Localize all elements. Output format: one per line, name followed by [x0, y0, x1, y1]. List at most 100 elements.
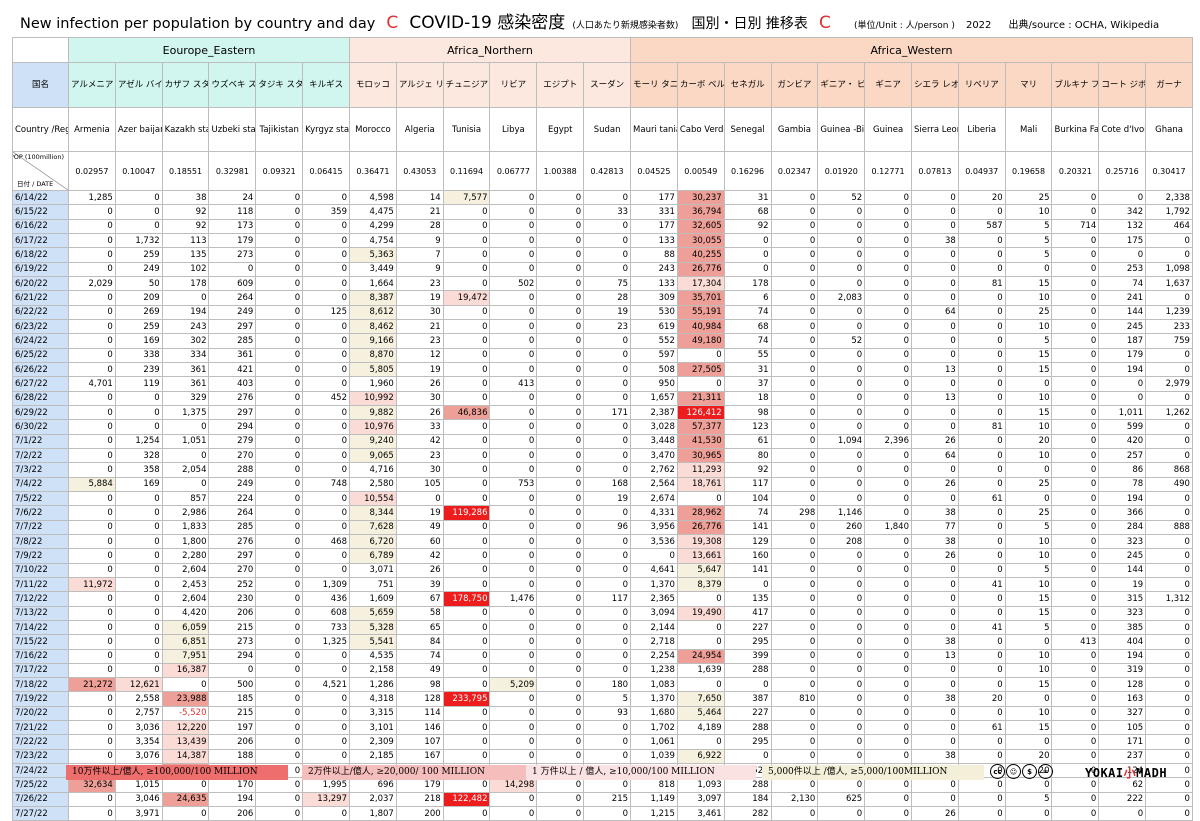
data-cell: 0: [255, 376, 304, 392]
data-cell: 0: [68, 591, 116, 607]
data-cell: 1,840: [864, 519, 912, 535]
title-c-mark-2: C: [819, 13, 831, 32]
data-cell: 0: [864, 562, 912, 578]
data-cell: 0: [536, 247, 585, 263]
data-cell: 0: [864, 548, 912, 564]
country-population: 0.01920: [817, 151, 866, 191]
date-cell: 6/18/22: [12, 247, 69, 263]
data-cell: 180: [583, 677, 632, 693]
data-cell: 0: [442, 634, 491, 650]
data-cell: 0: [770, 261, 819, 277]
data-cell: 0: [489, 691, 538, 707]
data-cell: 0: [442, 261, 491, 277]
country-jp-name: タジキ スタン: [255, 62, 304, 108]
corner-en-label: Country /Region: [12, 107, 69, 152]
date-cell: 7/24/22: [12, 763, 69, 779]
data-cell: 146: [395, 720, 444, 736]
data-cell: 328: [114, 447, 163, 464]
pop-label: 人口 (億人) POP (100million): [13, 153, 65, 161]
data-cell: 0: [911, 777, 959, 793]
data-cell: 5: [583, 691, 632, 707]
data-cell: 0: [114, 189, 163, 206]
data-cell: 0: [864, 605, 912, 621]
date-cell: 7/14/22: [12, 619, 69, 636]
data-cell: 75: [583, 275, 632, 292]
data-cell: 0: [957, 505, 1006, 521]
data-cell: 0: [957, 333, 1006, 349]
data-cell: 0: [302, 462, 350, 478]
data-cell: 58: [395, 605, 444, 621]
country-en-name: Ghana: [1145, 107, 1193, 152]
data-cell: 273: [208, 634, 257, 650]
data-cell: 144: [1098, 562, 1147, 578]
data-cell: 0: [817, 662, 866, 679]
data-cell: 0: [302, 333, 350, 349]
date-cell: 7/16/22: [12, 648, 69, 664]
data-cell: 0: [817, 605, 866, 621]
data-cell: 24,635: [161, 791, 210, 808]
data-cell: 0: [1145, 548, 1193, 564]
data-cell: 0: [770, 533, 819, 550]
country-population: 0.06415: [302, 151, 350, 191]
data-cell: 0: [583, 548, 632, 564]
data-cell: 24: [208, 189, 257, 206]
data-cell: 215: [583, 791, 632, 808]
data-cell: 10: [1004, 318, 1053, 335]
data-cell: 253: [1098, 261, 1147, 277]
data-cell: 0: [255, 533, 304, 550]
data-cell: 25: [1004, 476, 1053, 492]
data-cell: 1,015: [114, 777, 163, 793]
data-cell: 0: [1051, 806, 1100, 821]
data-cell: 0: [442, 605, 491, 621]
data-cell: 15: [1004, 677, 1053, 693]
data-cell: 0: [817, 734, 866, 750]
data-cell: 0: [114, 605, 163, 621]
data-cell: 0: [583, 505, 632, 521]
data-cell: 0: [1051, 576, 1100, 593]
data-cell: 42: [395, 433, 444, 449]
data-cell: 0: [442, 333, 491, 349]
data-cell: 0: [536, 204, 585, 220]
data-cell: 0: [68, 648, 116, 664]
data-cell: 387: [723, 691, 772, 707]
data-cell: 187: [1098, 333, 1147, 349]
date-cell: 7/19/22: [12, 691, 69, 707]
data-cell: 0: [536, 476, 585, 492]
data-cell: 0: [302, 404, 350, 421]
data-cell: 184: [723, 791, 772, 808]
data-cell: 0: [68, 333, 116, 349]
date-cell: 7/11/22: [12, 576, 69, 593]
data-cell: 7: [395, 247, 444, 263]
data-cell: 0: [957, 347, 1006, 363]
data-cell: 0: [770, 490, 819, 507]
data-cell: 0: [1145, 634, 1193, 650]
data-cell: 5: [1004, 218, 1053, 234]
data-cell: 0: [864, 376, 912, 392]
data-cell: 1,792: [1145, 204, 1193, 220]
data-cell: 4,475: [349, 204, 397, 220]
data-cell: 0: [911, 347, 959, 363]
data-cell: 0: [583, 218, 632, 234]
data-cell: 0: [957, 791, 1006, 808]
data-cell: 0: [864, 390, 912, 406]
data-cell: 0: [1051, 562, 1100, 578]
data-cell: 0: [1145, 232, 1193, 249]
data-cell: 0: [536, 734, 585, 750]
country-en-name: Mali: [1004, 107, 1053, 152]
data-cell: 46,836: [442, 404, 491, 421]
data-cell: 759: [1145, 333, 1193, 349]
data-cell: 0: [817, 490, 866, 507]
data-cell: 0: [723, 677, 772, 693]
data-cell: 4,598: [349, 189, 397, 206]
data-cell: -5,520: [161, 705, 210, 722]
country-en-name: Burkina Faso: [1051, 107, 1100, 152]
data-cell: 24,954: [676, 648, 725, 664]
data-cell: 10: [1004, 576, 1053, 593]
data-cell: 26: [911, 806, 959, 821]
data-cell: 185: [208, 691, 257, 707]
data-cell: 74: [395, 648, 444, 664]
data-cell: 3,354: [114, 734, 163, 750]
data-cell: 0: [68, 304, 116, 320]
date-cell: 7/23/22: [12, 748, 69, 765]
data-cell: 179: [208, 232, 257, 249]
